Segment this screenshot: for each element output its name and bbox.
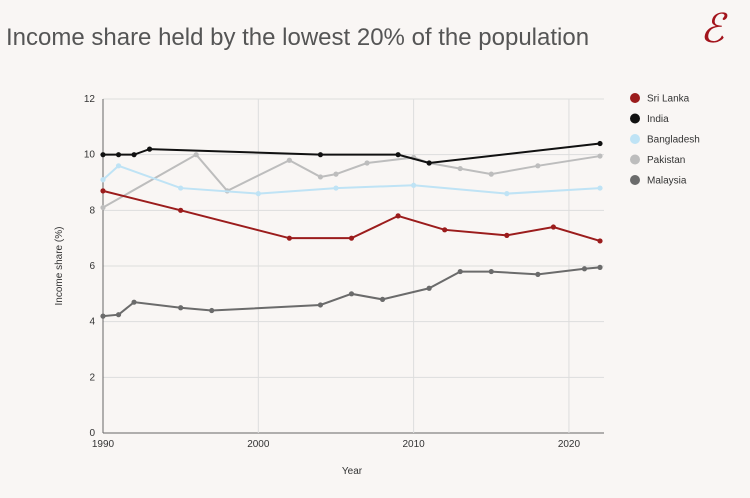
data-point <box>193 152 199 158</box>
data-point <box>535 271 541 277</box>
data-point <box>333 171 339 177</box>
y-tick-label: 2 <box>89 372 95 383</box>
data-point <box>100 177 106 183</box>
data-point <box>457 268 463 275</box>
data-point <box>115 163 122 169</box>
legend-label: Pakistan <box>647 155 685 166</box>
series-line-malaysia <box>102 266 601 318</box>
data-point <box>488 268 494 275</box>
data-point <box>504 232 510 238</box>
y-tick-label: 4 <box>89 317 95 328</box>
data-point <box>333 185 339 191</box>
data-point <box>178 185 184 191</box>
data-point <box>146 146 153 152</box>
data-point <box>442 227 448 233</box>
chart-title: Income share held by the lowest 20% of t… <box>6 24 590 51</box>
x-axis-label: Year <box>342 466 363 477</box>
data-point <box>286 235 292 241</box>
legend-marker <box>630 175 640 185</box>
data-point <box>209 307 215 314</box>
data-point <box>100 313 106 319</box>
legend-marker <box>630 113 640 124</box>
x-tick-label: 2020 <box>558 439 581 450</box>
y-tick-label: 6 <box>89 261 95 272</box>
legend-label: India <box>647 114 669 125</box>
data-point <box>488 171 494 177</box>
legend-marker <box>630 154 640 165</box>
data-point <box>131 152 137 158</box>
data-point <box>255 191 261 197</box>
data-point <box>504 191 510 197</box>
data-point <box>535 163 541 169</box>
y-tick-label: 10 <box>84 150 96 161</box>
data-point <box>100 188 106 194</box>
data-point <box>597 140 603 147</box>
legend-label: Malaysia <box>647 176 687 187</box>
data-point <box>597 264 603 270</box>
data-point <box>411 182 417 188</box>
data-point <box>597 185 603 191</box>
data-point <box>100 204 106 211</box>
data-point <box>457 165 463 172</box>
legend-marker <box>630 93 640 103</box>
data-point <box>317 302 324 308</box>
data-point <box>178 207 184 213</box>
data-point <box>379 296 386 302</box>
x-tick-label: 2010 <box>403 439 426 450</box>
data-point <box>395 213 401 219</box>
data-point <box>364 160 370 166</box>
series-line-bangladesh <box>102 164 601 195</box>
y-tick-label: 12 <box>84 94 96 105</box>
legend-marker <box>630 134 640 144</box>
data-point <box>317 174 324 180</box>
data-point <box>395 152 401 158</box>
logo: ℰ <box>700 6 725 52</box>
data-point <box>131 299 137 305</box>
data-point <box>286 157 292 163</box>
data-point <box>348 235 355 241</box>
data-point <box>348 291 355 297</box>
data-point <box>426 285 432 291</box>
series-line-pakistan <box>102 153 601 209</box>
x-tick-label: 1990 <box>92 439 115 450</box>
data-point <box>100 152 106 158</box>
data-point <box>178 305 184 311</box>
data-point <box>115 312 122 318</box>
legend-label: Sri Lanka <box>647 94 690 105</box>
series-line-india <box>103 142 601 165</box>
legend-label: Bangladesh <box>647 135 700 146</box>
data-point <box>115 152 122 158</box>
data-point <box>426 160 432 166</box>
data-point <box>581 266 588 272</box>
x-tick-label: 2000 <box>247 439 270 450</box>
y-tick-label: 8 <box>89 205 95 216</box>
data-point <box>317 152 324 158</box>
data-point <box>597 153 603 159</box>
data-point <box>597 238 603 244</box>
y-axis-label: Income share (%) <box>54 227 65 306</box>
series-line-sri-lanka <box>102 189 601 242</box>
data-point <box>550 224 557 230</box>
y-tick-label: 0 <box>89 428 95 439</box>
